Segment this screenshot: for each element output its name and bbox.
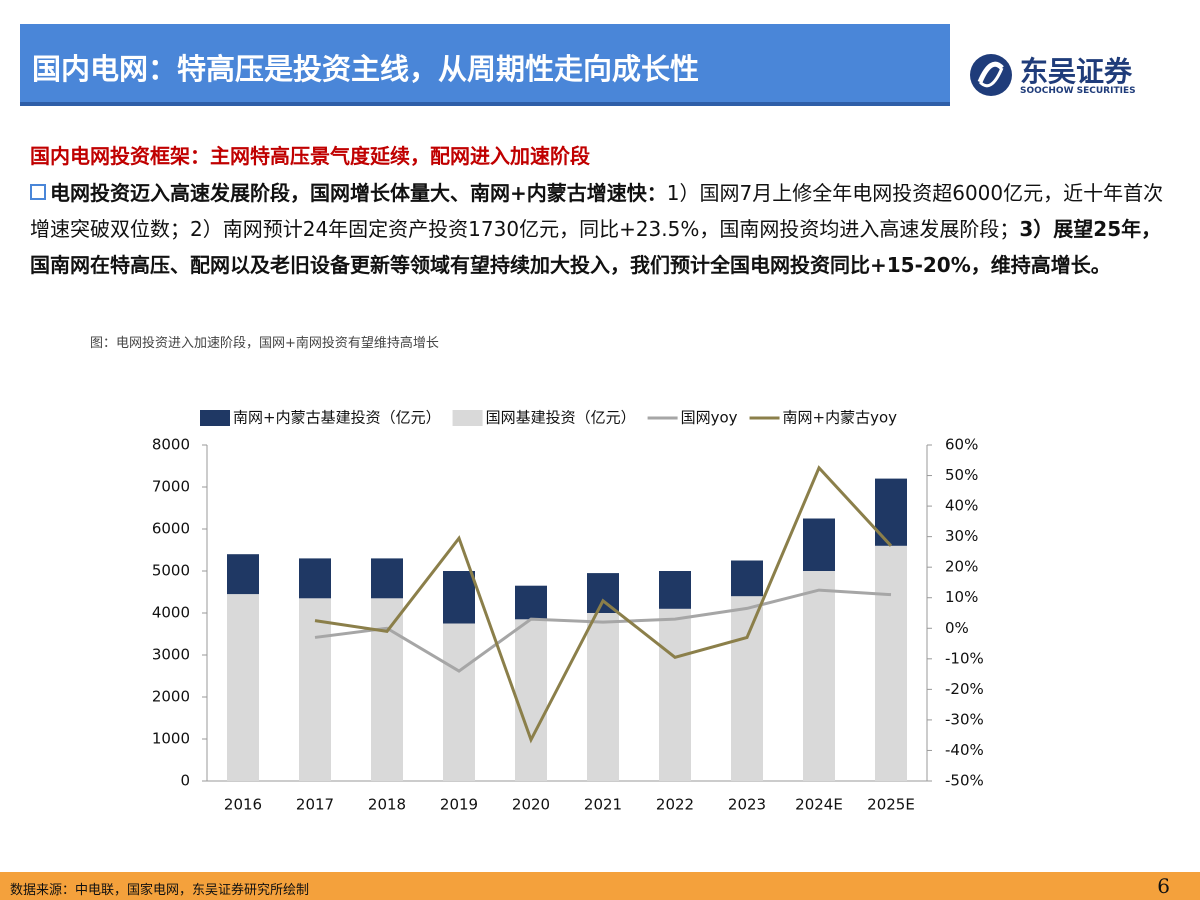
y-tick-label: 1000 <box>152 730 190 748</box>
x-tick-label: 2021 <box>584 796 622 814</box>
bar <box>587 573 619 613</box>
logo-sub: SOOCHOW SECURITIES <box>1020 86 1136 96</box>
bar <box>731 560 763 597</box>
y-tick-label: 7000 <box>152 478 190 496</box>
y2-tick-label: -50% <box>945 772 984 790</box>
bar <box>299 598 331 781</box>
y2-tick-label: -20% <box>945 680 984 698</box>
y2-tick-label: 50% <box>945 466 978 484</box>
x-tick-label: 2024E <box>795 796 843 814</box>
bar <box>299 558 331 599</box>
y-tick-label: 0 <box>180 772 190 790</box>
x-tick-label: 2018 <box>368 796 406 814</box>
y-tick-label: 4000 <box>152 604 190 622</box>
bar <box>515 585 547 620</box>
x-tick-label: 2022 <box>656 796 694 814</box>
legend-label: 国网yoy <box>681 409 738 427</box>
y-tick-label: 5000 <box>152 562 190 580</box>
legend-marker <box>452 410 483 426</box>
bar <box>587 613 619 781</box>
bar <box>371 558 403 599</box>
y2-tick-label: -30% <box>945 710 984 728</box>
bar <box>731 596 763 781</box>
logo-name: 东吴证券 <box>1020 55 1133 88</box>
source: 数据来源：中电联，国家电网，东吴证券研究所绘制 <box>10 883 310 898</box>
x-tick-label: 2017 <box>296 796 334 814</box>
legend-label: 南网+内蒙古基建投资（亿元） <box>233 409 441 427</box>
line-series <box>314 588 892 673</box>
y2-tick-label: -40% <box>945 741 984 759</box>
legend-label: 国网基建投资（亿元） <box>486 409 636 427</box>
x-tick-label: 2023 <box>728 796 766 814</box>
y-tick-label: 6000 <box>152 520 190 538</box>
legend-marker <box>200 410 230 426</box>
bullet-box <box>30 184 46 200</box>
y2-tick-label: -10% <box>945 649 984 667</box>
caption: 图：电网投资进入加速阶段，国网+南网投资有望维持高增长 <box>90 336 439 351</box>
paragraph-text: 电网投资迈入高速发展阶段，国网增长体量大、南网+内蒙古增速快： <box>50 181 667 205</box>
legend-label: 南网+内蒙古yoy <box>783 409 898 427</box>
logo-icon <box>970 54 1012 96</box>
line-series <box>314 465 893 744</box>
x-tick-label: 2020 <box>512 796 550 814</box>
bar <box>443 623 475 781</box>
y2-tick-label: 60% <box>945 436 978 454</box>
x-tick-label: 2025E <box>867 796 915 814</box>
y2-tick-label: 10% <box>945 588 978 606</box>
slide-title: 国内电网：特高压是投资主线，从周期性走向成长性 <box>32 52 700 86</box>
bar <box>515 619 547 781</box>
y-tick-label: 8000 <box>152 436 190 454</box>
page-number: 6 <box>1157 874 1170 898</box>
bar <box>659 571 691 609</box>
section-title: 国内电网投资框架：主网特高压景气度延续，配网进入加速阶段 <box>30 144 590 168</box>
bar <box>227 554 259 595</box>
y2-tick-label: 40% <box>945 497 978 515</box>
paragraph-text: 3）展望25年，国南网在特高压、配网以及老旧设备更新等领域有望持续加大投入，我们… <box>30 217 1162 277</box>
footer: 数据来源：中电联，国家电网，东吴证券研究所绘制 6 <box>0 872 1200 900</box>
y2-tick-label: 20% <box>945 558 978 576</box>
bar <box>443 571 475 624</box>
bar <box>371 598 403 781</box>
header-bar: 国内电网：特高压是投资主线，从周期性走向成长性 <box>20 24 950 106</box>
bar <box>659 608 691 781</box>
logo: 东吴证券 SOOCHOW SECURITIES <box>968 50 1178 100</box>
bar <box>875 545 907 781</box>
paragraph-text: 1）国网7月上修全年电网投资超6000亿元，近十年首次增速突破双位数；2）南网预… <box>30 181 1164 241</box>
y-tick-label: 3000 <box>152 646 190 664</box>
y-tick-label: 2000 <box>152 688 190 706</box>
y2-tick-label: 0% <box>945 619 969 637</box>
x-tick-label: 2016 <box>224 796 262 814</box>
y2-tick-label: 30% <box>945 527 978 545</box>
bar <box>803 571 835 781</box>
bar <box>227 594 259 781</box>
paragraph: 电网投资迈入高速发展阶段，国网增长体量大、南网+内蒙古增速快：1）国网7月上修全… <box>30 175 1175 283</box>
bar <box>803 518 835 571</box>
x-tick-label: 2019 <box>440 796 478 814</box>
